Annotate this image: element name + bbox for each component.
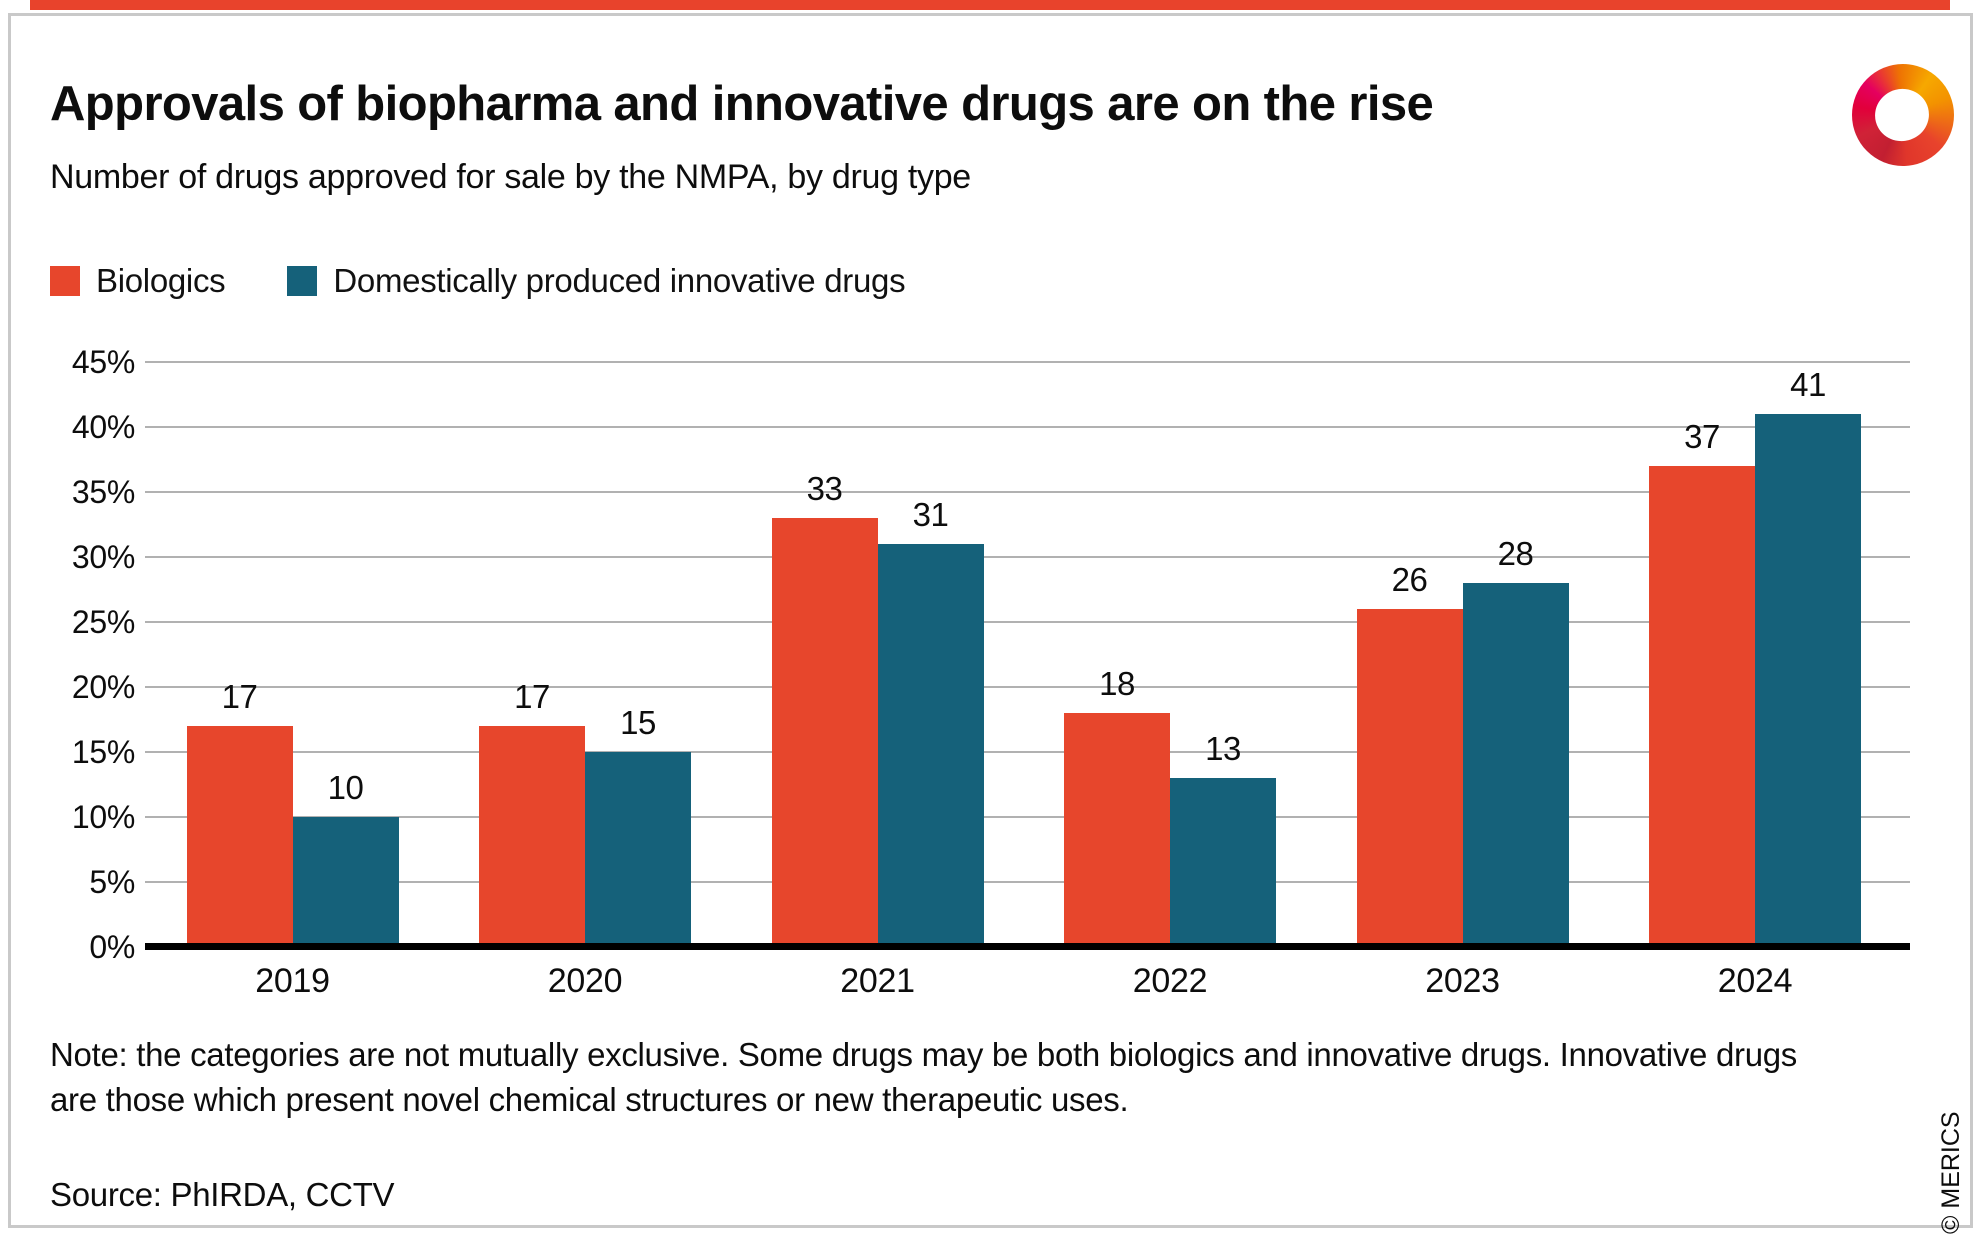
bar-value-label: 37 <box>1684 418 1720 455</box>
y-axis-tick-label: 10% <box>71 799 135 835</box>
gridline <box>145 881 1910 883</box>
bar-2021-innovative <box>877 544 984 947</box>
x-axis-category-label: 2019 <box>255 962 330 1000</box>
bar-2022-innovative <box>1170 778 1276 947</box>
chart-note: Note: the categories are not mutually ex… <box>50 1032 1910 1122</box>
note-line: Note: the categories are not mutually ex… <box>50 1036 1798 1073</box>
y-axis-tick-label: 0% <box>89 929 135 965</box>
bar-2023-biologics <box>1356 609 1463 947</box>
y-axis-tick-label: 25% <box>71 604 135 640</box>
copyright-credit: © MERICS <box>1937 1111 1965 1234</box>
bar-value-label: 31 <box>912 496 949 533</box>
bar-value-label: 17 <box>221 678 258 715</box>
legend-swatch-innovative-drugs <box>287 266 318 296</box>
bar-chart: 45% 40% 35% 30% 25% 20% 15% 10% 5% 0% 17 10 2019 17 15… <box>0 340 1987 1020</box>
bar-2019-innovative <box>292 817 399 947</box>
bar-value-label: 15 <box>620 704 656 741</box>
y-axis-tick-label: 5% <box>89 864 135 900</box>
legend-item-innovative-drugs: Domestically produced innovative drugs <box>287 262 906 300</box>
legend-label: Domestically produced innovative drugs <box>333 262 906 299</box>
page-title: Approvals of biopharma and innovative dr… <box>50 77 1434 131</box>
x-axis-category-label: 2023 <box>1425 962 1500 1000</box>
y-axis-tick-label: 40% <box>71 409 135 445</box>
bar-value-label: 26 <box>1391 561 1428 598</box>
bar-value-label: 41 <box>1790 366 1826 403</box>
bar-value-label: 10 <box>327 769 364 806</box>
gridline <box>145 556 1910 558</box>
bar-2021-biologics <box>771 518 878 947</box>
top-accent-bar <box>30 0 1950 10</box>
bar-value-label: 17 <box>514 678 550 715</box>
gridline <box>145 491 1910 493</box>
y-axis-tick-label: 20% <box>71 669 135 705</box>
gridline <box>145 361 1910 363</box>
y-axis-tick-label: 30% <box>71 539 135 575</box>
gridline <box>145 686 1910 688</box>
y-axis-tick-label: 45% <box>71 344 135 380</box>
x-axis-category-label: 2021 <box>840 962 915 1000</box>
y-axis-tick-label: 35% <box>71 474 135 510</box>
chart-legend: Biologics Domestically produced innovati… <box>50 262 906 300</box>
merics-logo-icon <box>1852 64 1954 166</box>
bar-value-label: 28 <box>1497 535 1534 572</box>
bar-value-label: 18 <box>1099 665 1135 702</box>
gridline <box>145 426 1910 428</box>
x-axis-category-label: 2020 <box>547 962 623 1000</box>
bar-2020-innovative <box>585 752 691 947</box>
legend-swatch-biologics <box>50 266 80 296</box>
legend-item-biologics: Biologics <box>50 262 226 300</box>
bar-2022-biologics <box>1064 713 1170 947</box>
bar-2019-biologics <box>186 726 293 947</box>
legend-label: Biologics <box>96 262 226 299</box>
bar-2024-biologics <box>1649 466 1755 947</box>
gridline <box>145 751 1910 753</box>
bar-value-label: 33 <box>806 470 843 507</box>
bar-2023-innovative <box>1462 583 1569 947</box>
gridline <box>145 816 1910 818</box>
y-axis-tick-label: 15% <box>71 734 135 770</box>
gridline <box>145 621 1910 623</box>
x-axis-category-label: 2024 <box>1717 962 1793 1000</box>
x-axis-baseline <box>145 943 1910 950</box>
note-line: are those which present novel chemical s… <box>50 1081 1129 1118</box>
x-axis-category-label: 2022 <box>1132 962 1208 1000</box>
bar-2020-biologics <box>479 726 585 947</box>
bar-value-label: 13 <box>1205 730 1241 767</box>
page-subtitle: Number of drugs approved for sale by the… <box>50 158 971 196</box>
bar-2024-innovative <box>1755 414 1861 947</box>
card-frame <box>8 13 1973 1228</box>
chart-source: Source: PhIRDA, CCTV <box>50 1176 395 1213</box>
